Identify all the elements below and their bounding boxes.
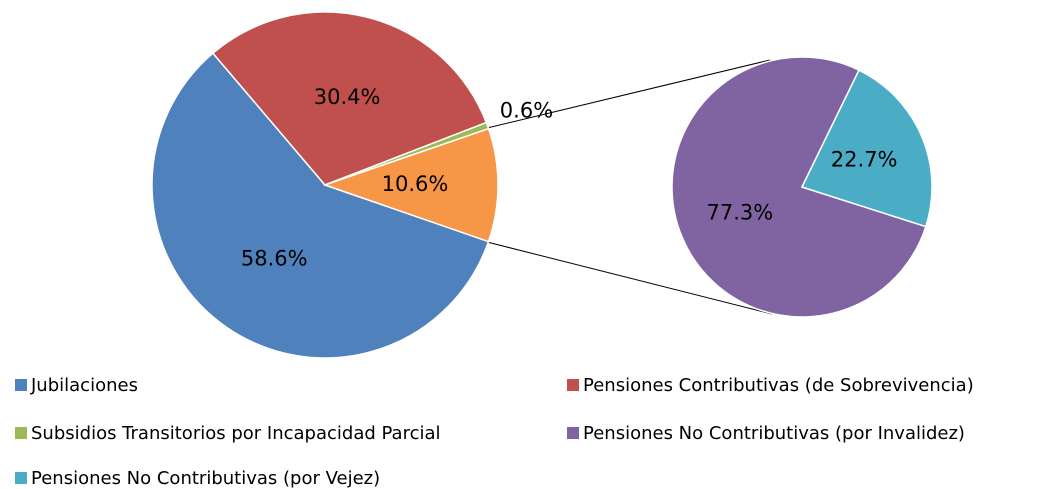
data-label: 0.6% [500, 98, 553, 122]
legend-label: Pensiones No Contributivas (por Invalide… [583, 423, 965, 444]
pie-slice [211, 11, 488, 186]
legend-label: Pensiones Contributivas (de Sobrevivenci… [583, 375, 974, 396]
connector-line [486, 241, 773, 315]
data-label: 30.4% [314, 85, 381, 109]
legend-label: Pensiones No Contributivas (por Vejez) [31, 468, 380, 489]
connector-line [486, 59, 771, 129]
pie-slice [671, 56, 927, 318]
legend-swatch [567, 427, 579, 439]
legend-label: Subsidios Transitorios por Incapacidad P… [31, 423, 441, 444]
pie-slice [800, 69, 933, 228]
data-label: 77.3% [706, 201, 773, 225]
legend-label: Jubilaciones [30, 375, 138, 396]
data-label: 10.6% [382, 172, 449, 196]
legend-swatch [15, 379, 27, 391]
data-label: 58.6% [241, 246, 308, 270]
pie-slice [322, 127, 499, 243]
legend-swatch [15, 427, 27, 439]
legend-swatch [567, 379, 579, 391]
pie-slice [151, 52, 490, 359]
data-label: 22.7% [831, 147, 898, 171]
legend-swatch [15, 472, 27, 484]
